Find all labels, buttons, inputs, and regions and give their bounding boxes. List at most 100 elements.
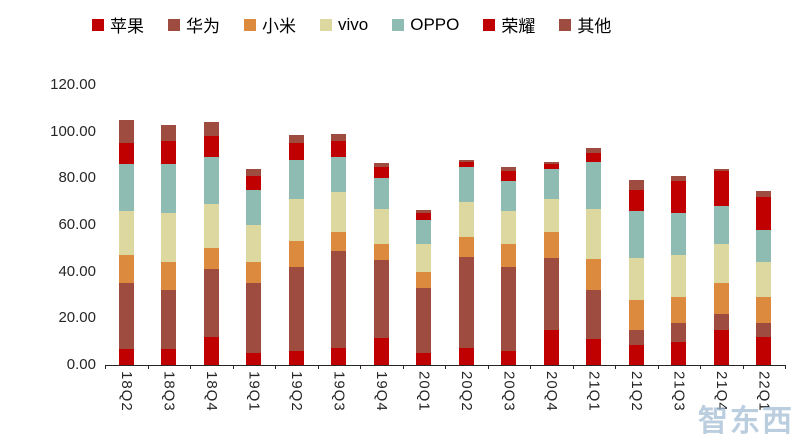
bar-segment bbox=[671, 255, 687, 298]
bar-segment bbox=[628, 257, 644, 300]
bar-segment bbox=[713, 283, 729, 314]
x-tick-label: 21Q4 bbox=[712, 371, 730, 412]
bar-segment bbox=[373, 260, 389, 339]
bar-segment bbox=[416, 220, 432, 244]
x-slot: 19Q4 bbox=[360, 366, 403, 426]
bar-column bbox=[331, 134, 347, 365]
bar-segment bbox=[756, 297, 772, 323]
bar-segment bbox=[756, 323, 772, 337]
legend-label: 其他 bbox=[577, 17, 612, 36]
bar-segment bbox=[288, 143, 304, 160]
bar-segment bbox=[628, 179, 644, 191]
x-tick-label: 20Q4 bbox=[542, 371, 560, 412]
bar-segment bbox=[501, 211, 517, 244]
bar-column bbox=[713, 169, 729, 365]
bar-segment bbox=[416, 271, 432, 289]
bar-segment bbox=[671, 297, 687, 324]
legend-label: 荣耀 bbox=[501, 17, 536, 36]
bar-segment bbox=[543, 169, 559, 200]
y-tick-label: 20.00 bbox=[58, 309, 96, 327]
bar-slot bbox=[233, 85, 276, 365]
bar-segment bbox=[161, 213, 177, 263]
bar-segment bbox=[203, 204, 219, 249]
x-slot: 19Q2 bbox=[275, 366, 318, 426]
bar-segment bbox=[458, 201, 474, 237]
legend-label: 苹果 bbox=[110, 17, 144, 36]
axis-tick bbox=[402, 365, 404, 369]
x-slot: 18Q4 bbox=[190, 366, 233, 426]
x-tick-label: 20Q2 bbox=[457, 371, 475, 412]
bar-segment bbox=[543, 164, 559, 170]
bar-segment bbox=[203, 248, 219, 270]
bar-segment bbox=[288, 135, 304, 144]
bar-segment bbox=[373, 243, 389, 261]
legend-label: OPPO bbox=[410, 14, 460, 34]
legend-label: vivo bbox=[338, 14, 369, 34]
bar-segment bbox=[671, 213, 687, 256]
legend-swatch-icon bbox=[92, 18, 104, 31]
axis-tick bbox=[700, 365, 701, 369]
bar-segment bbox=[713, 206, 729, 244]
bar-segment bbox=[331, 232, 347, 251]
bar-column bbox=[416, 209, 432, 365]
x-slot: 22Q1 bbox=[743, 366, 786, 426]
axis-tick bbox=[147, 365, 149, 369]
x-slot: 21Q3 bbox=[658, 366, 701, 426]
bar-segment bbox=[501, 351, 517, 365]
bar-segment bbox=[246, 169, 262, 177]
bar-segment bbox=[628, 299, 644, 331]
bar-column bbox=[203, 122, 219, 365]
plot-area bbox=[105, 85, 786, 369]
bar-segment bbox=[288, 159, 304, 200]
bar-segment bbox=[203, 136, 219, 158]
bar-segment bbox=[416, 288, 432, 354]
bar-segment bbox=[118, 255, 134, 284]
bar-segment bbox=[543, 330, 559, 365]
bar-slot bbox=[530, 85, 573, 365]
bar-segment bbox=[203, 157, 219, 205]
bar-segment bbox=[756, 229, 772, 263]
x-slot: 20Q2 bbox=[445, 366, 488, 426]
bar-segment bbox=[458, 256, 474, 348]
bar-segment bbox=[543, 162, 559, 165]
bar-segment bbox=[628, 345, 644, 365]
bar-segment bbox=[161, 164, 177, 214]
bar-segment bbox=[586, 258, 602, 291]
axis-tick bbox=[785, 365, 786, 369]
bar-segment bbox=[246, 190, 262, 226]
bar-column bbox=[586, 148, 602, 365]
bar-segment bbox=[288, 199, 304, 242]
bar-segment bbox=[501, 180, 517, 212]
bar-column bbox=[671, 176, 687, 365]
axis-tick bbox=[572, 365, 574, 369]
bar-segment bbox=[288, 241, 304, 267]
axis-tick bbox=[657, 365, 659, 369]
bar-slot bbox=[148, 85, 191, 365]
legend-item-3: vivo bbox=[320, 15, 368, 35]
bar-slot bbox=[743, 85, 786, 365]
bar-column bbox=[501, 166, 517, 365]
bar-segment bbox=[416, 209, 432, 214]
bar-segment bbox=[713, 169, 729, 172]
bar-segment bbox=[586, 339, 602, 365]
x-slot: 20Q4 bbox=[530, 366, 573, 426]
y-tick-label: 100.00 bbox=[50, 122, 96, 140]
bar-slot bbox=[615, 85, 658, 365]
bar-column bbox=[628, 179, 644, 365]
x-tick-label: 18Q4 bbox=[202, 371, 220, 412]
bar-segment bbox=[373, 208, 389, 244]
bar-segment bbox=[501, 166, 517, 172]
bar-column bbox=[246, 169, 262, 365]
bar-segment bbox=[416, 213, 432, 221]
bar-segment bbox=[671, 323, 687, 342]
bar-segment bbox=[458, 236, 474, 257]
bar-segment bbox=[246, 353, 262, 365]
legend-swatch-icon bbox=[320, 18, 332, 31]
x-tick-label: 20Q3 bbox=[500, 371, 518, 412]
bar-segment bbox=[543, 199, 559, 233]
bar-segment bbox=[373, 163, 389, 167]
y-axis: 0.00 20.00 40.00 60.00 80.00 100.00 120.00 bbox=[0, 66, 96, 442]
x-slot: 19Q1 bbox=[233, 366, 276, 426]
x-slot: 21Q4 bbox=[700, 366, 743, 426]
x-axis: 18Q2 18Q3 18Q4 19Q1 19Q2 19Q3 19Q4 20Q1 20Q2 20Q3… bbox=[105, 366, 785, 426]
